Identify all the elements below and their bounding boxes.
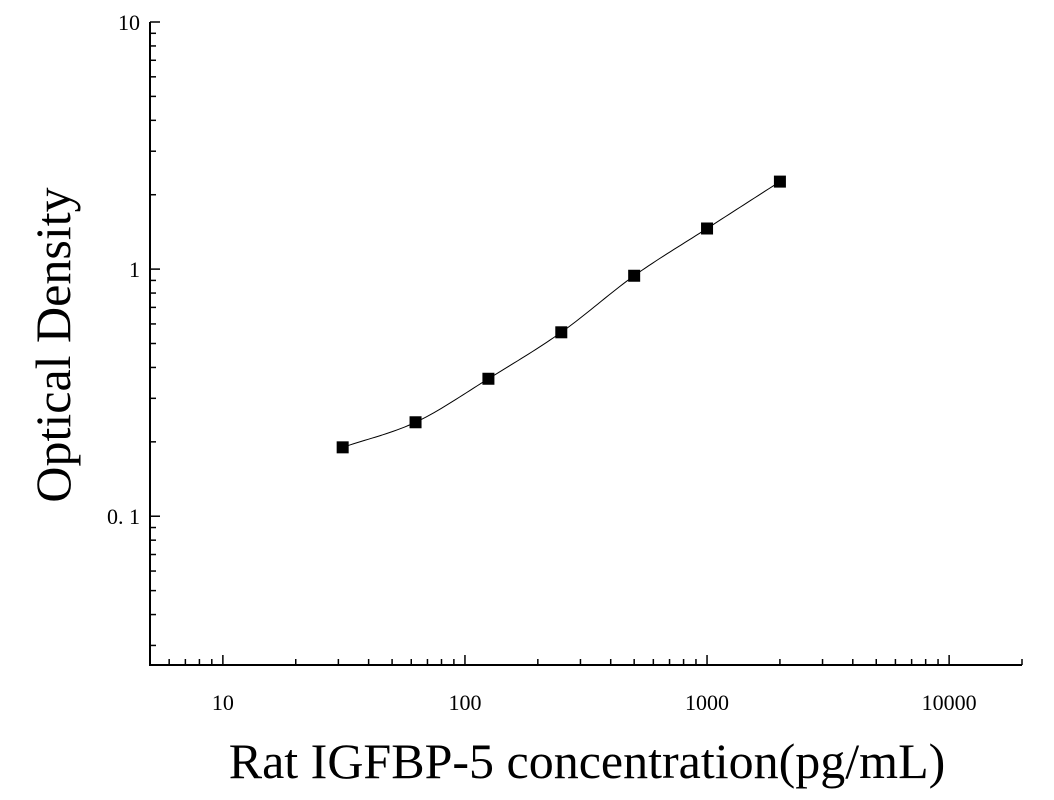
y-tick-label: 10 (118, 10, 140, 35)
y-tick-label: 0. 1 (107, 504, 140, 529)
y-axis-ticks: 0. 1 1 10 (107, 10, 160, 647)
data-point (555, 326, 568, 339)
x-tick-label: 1000 (685, 690, 729, 715)
data-point (628, 269, 641, 282)
x-axis-ticks: 10 100 1000 10000 (149, 655, 1023, 715)
axes (149, 22, 1022, 666)
data-point (336, 441, 349, 454)
x-tick-label: 10000 (922, 690, 977, 715)
y-axis-title: Optical Density (25, 187, 81, 502)
data-point (409, 416, 422, 429)
fit-curve (342, 181, 781, 448)
data-point (773, 175, 786, 188)
data-point (482, 372, 495, 385)
data-points (336, 175, 786, 454)
x-axis-title: Rat IGFBP-5 concentration(pg/mL) (229, 733, 946, 789)
x-tick-label: 100 (448, 690, 481, 715)
x-tick-label: 10 (212, 690, 234, 715)
data-point (701, 222, 714, 235)
y-tick-label: 1 (129, 257, 140, 282)
